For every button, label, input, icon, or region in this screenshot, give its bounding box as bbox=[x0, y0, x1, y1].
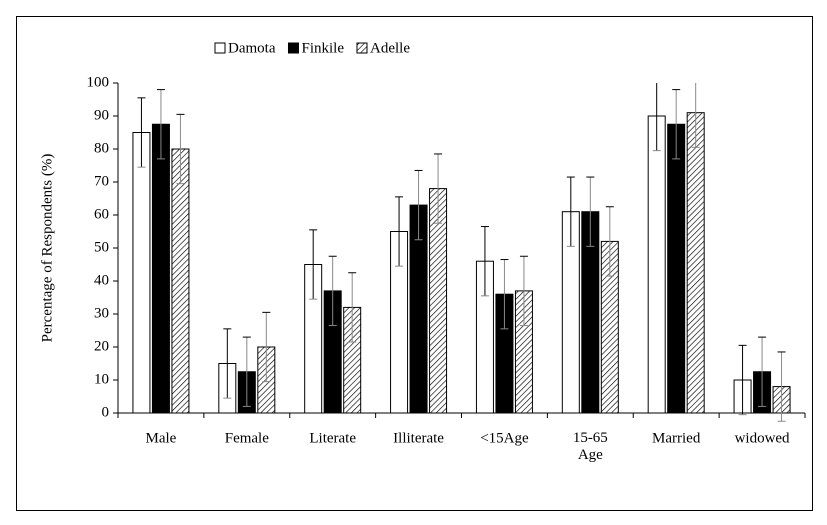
error-bar bbox=[738, 344, 747, 416]
y-tick-label: 20 bbox=[94, 338, 109, 354]
bar bbox=[171, 148, 190, 414]
error-bar bbox=[434, 153, 443, 224]
error-bar bbox=[672, 89, 681, 160]
error-bar bbox=[758, 336, 767, 407]
error-bar bbox=[480, 226, 489, 297]
error-bar bbox=[691, 83, 700, 148]
bar bbox=[151, 123, 170, 414]
error-bar bbox=[652, 83, 661, 152]
y-tick-label: 50 bbox=[94, 239, 109, 255]
error-bar bbox=[566, 176, 575, 247]
error-bar bbox=[777, 351, 786, 422]
legend-label: Finkile bbox=[301, 40, 344, 56]
error-bar bbox=[586, 176, 595, 247]
bar bbox=[647, 115, 666, 414]
error-bar bbox=[176, 113, 185, 185]
legend-label: Damota bbox=[228, 40, 276, 56]
x-tick-label: Literate bbox=[309, 430, 356, 446]
error-bar bbox=[519, 255, 528, 327]
x-tick-label: widowed bbox=[735, 430, 790, 446]
error-bar bbox=[223, 328, 232, 399]
legend-swatch bbox=[214, 42, 226, 54]
y-tick-label: 90 bbox=[94, 107, 109, 123]
error-bar bbox=[348, 272, 357, 343]
error-bar bbox=[137, 97, 146, 168]
bar bbox=[667, 123, 686, 414]
x-tick-label: 15-65 Age bbox=[573, 430, 608, 463]
y-tick-label: 40 bbox=[94, 272, 109, 288]
y-tick-label: 100 bbox=[87, 74, 110, 90]
legend-swatch bbox=[356, 42, 368, 54]
y-axis-label: Percentage of Respondents (%) bbox=[39, 154, 55, 343]
bar bbox=[686, 112, 705, 414]
x-tick-label: Female bbox=[225, 430, 269, 446]
error-bar bbox=[395, 196, 404, 267]
bar bbox=[132, 132, 151, 414]
x-tick-label: Male bbox=[146, 430, 177, 446]
error-bar bbox=[156, 89, 165, 160]
error-bar bbox=[605, 206, 614, 277]
y-tick-label: 70 bbox=[94, 173, 109, 189]
frame bbox=[16, 16, 813, 511]
error-bar bbox=[309, 229, 318, 300]
error-bar bbox=[262, 311, 271, 383]
x-tick-label: <15Age bbox=[480, 430, 529, 446]
error-bar bbox=[414, 169, 423, 241]
y-tick-label: 30 bbox=[94, 305, 109, 321]
error-bar bbox=[500, 259, 509, 330]
x-tick-label: Married bbox=[652, 430, 701, 446]
legend-swatch bbox=[287, 42, 299, 54]
legend-label: Adelle bbox=[370, 40, 410, 56]
y-tick-label: 60 bbox=[94, 206, 109, 222]
y-tick-label: 10 bbox=[94, 371, 109, 387]
y-tick-label: 0 bbox=[102, 404, 110, 420]
error-bar bbox=[328, 255, 337, 327]
x-tick-label: Illiterate bbox=[393, 430, 444, 446]
error-bar bbox=[242, 336, 251, 407]
y-tick-label: 80 bbox=[94, 140, 109, 156]
